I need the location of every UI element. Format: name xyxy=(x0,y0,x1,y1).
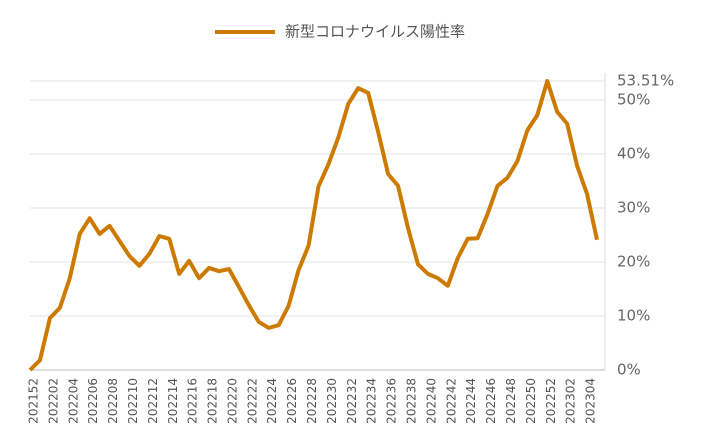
x-tick-label: 202228 xyxy=(305,378,319,424)
x-tick-label: 202210 xyxy=(126,378,140,424)
x-tick-label: 202224 xyxy=(265,378,279,424)
x-tick-label: 202212 xyxy=(146,378,160,424)
y-tick-label: 40% xyxy=(617,145,650,163)
x-tick-label: 202202 xyxy=(46,378,60,424)
x-tick-label: 202152 xyxy=(27,378,41,424)
x-tick-label: 202230 xyxy=(325,378,339,424)
x-tick-label: 202214 xyxy=(166,378,180,424)
x-tick-label: 202246 xyxy=(484,378,498,424)
x-tick-label: 202302 xyxy=(564,378,578,424)
y-tick-label: 10% xyxy=(617,307,650,325)
x-tick-label: 202242 xyxy=(444,378,458,424)
x-tick-label: 202204 xyxy=(66,378,80,424)
x-tick-label: 202216 xyxy=(186,378,200,424)
x-tick-label: 202248 xyxy=(504,378,518,424)
x-tick-label: 202232 xyxy=(345,378,359,424)
y-tick-label: 30% xyxy=(617,199,650,217)
x-tick-label: 202240 xyxy=(424,378,438,424)
legend-label: 新型コロナウイルス陽性率 xyxy=(285,23,465,41)
y-tick-label: 20% xyxy=(617,253,650,271)
x-tick-label: 202234 xyxy=(365,378,379,424)
x-tick-label: 202304 xyxy=(584,378,598,424)
x-tick-label: 202238 xyxy=(405,378,419,424)
line-series xyxy=(28,79,599,372)
y-tick-label: 50% xyxy=(617,91,650,109)
x-tick-label: 202250 xyxy=(524,378,538,424)
x-tick-label: 202252 xyxy=(544,378,558,424)
x-tick-label: 202244 xyxy=(464,378,478,424)
x-tick-label: 202222 xyxy=(245,378,259,424)
x-tick-label: 202220 xyxy=(225,378,239,424)
x-tick-label: 202208 xyxy=(106,378,120,424)
x-tick-label: 202206 xyxy=(86,378,100,424)
x-tick-label: 202226 xyxy=(285,378,299,424)
x-tick-label: 202218 xyxy=(206,378,220,424)
y-tick-label: 0% xyxy=(617,361,641,379)
y-tick-label: 53.51% xyxy=(617,72,674,90)
x-tick-label: 202236 xyxy=(385,378,399,424)
